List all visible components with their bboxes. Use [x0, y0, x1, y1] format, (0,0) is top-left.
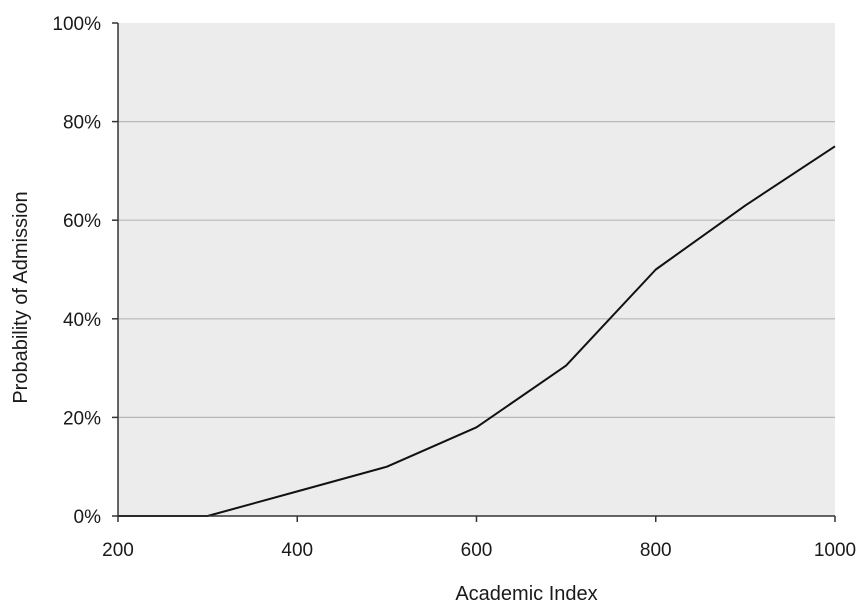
series-layer	[118, 145, 836, 517]
y-tick-labels: 0% 20% 40% 60% 80% 100%	[52, 14, 101, 528]
y-tick-label: 40%	[63, 310, 101, 331]
plot-area	[118, 23, 835, 516]
y-tick-label: 0%	[74, 507, 102, 528]
x-tick-label: 1000	[814, 540, 856, 561]
y-tick-label: 20%	[63, 408, 101, 429]
y-tick-label: 100%	[52, 14, 101, 35]
x-tick-label: 200	[102, 540, 134, 561]
x-axis-title: Academic Index	[455, 583, 597, 605]
y-tick-label: 60%	[63, 211, 101, 232]
x-tick-labels: 200 400 600 800 1000	[102, 540, 856, 561]
x-tick-label: 400	[281, 540, 313, 561]
series-line-0	[118, 145, 836, 517]
axes	[112, 22, 836, 522]
y-tick-label: 80%	[63, 113, 101, 134]
x-tick-label: 600	[461, 540, 493, 561]
y-axis-title: Probability of Admission	[10, 191, 32, 403]
grid-lines	[118, 120, 835, 418]
x-tick-label: 800	[640, 540, 672, 561]
